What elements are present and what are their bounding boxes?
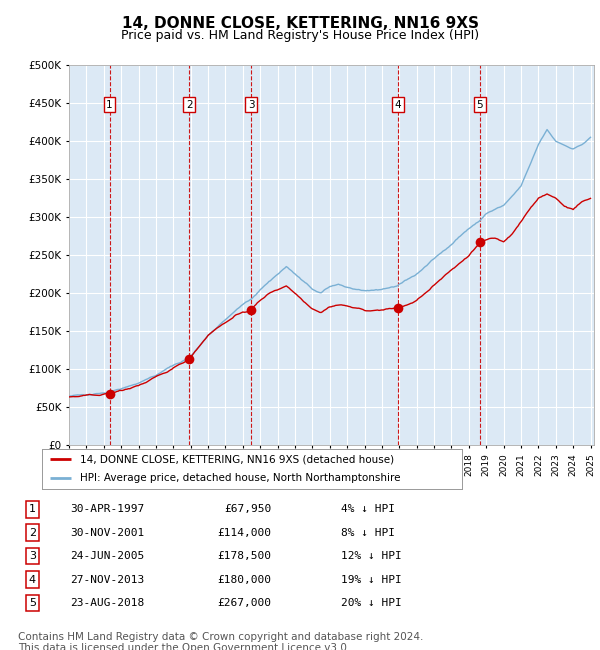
Text: 5: 5 xyxy=(476,99,483,110)
Text: 2: 2 xyxy=(186,99,193,110)
Text: 27-NOV-2013: 27-NOV-2013 xyxy=(70,575,144,584)
Text: 14, DONNE CLOSE, KETTERING, NN16 9XS: 14, DONNE CLOSE, KETTERING, NN16 9XS xyxy=(121,16,479,31)
Text: Contains HM Land Registry data © Crown copyright and database right 2024.
This d: Contains HM Land Registry data © Crown c… xyxy=(18,632,424,650)
Text: £178,500: £178,500 xyxy=(217,551,271,561)
Text: £67,950: £67,950 xyxy=(224,504,271,514)
Text: 12% ↓ HPI: 12% ↓ HPI xyxy=(341,551,401,561)
Text: 14, DONNE CLOSE, KETTERING, NN16 9XS (detached house): 14, DONNE CLOSE, KETTERING, NN16 9XS (de… xyxy=(80,454,394,464)
Text: 1: 1 xyxy=(29,504,36,514)
Text: 24-JUN-2005: 24-JUN-2005 xyxy=(70,551,144,561)
Text: 30-NOV-2001: 30-NOV-2001 xyxy=(70,528,144,538)
Text: 30-APR-1997: 30-APR-1997 xyxy=(70,504,144,514)
Text: £114,000: £114,000 xyxy=(217,528,271,538)
Text: 20% ↓ HPI: 20% ↓ HPI xyxy=(341,598,401,608)
Text: £180,000: £180,000 xyxy=(217,575,271,584)
Text: 3: 3 xyxy=(29,551,36,561)
Text: HPI: Average price, detached house, North Northamptonshire: HPI: Average price, detached house, Nort… xyxy=(80,473,400,483)
Text: 1: 1 xyxy=(106,99,113,110)
Text: £267,000: £267,000 xyxy=(217,598,271,608)
Text: 23-AUG-2018: 23-AUG-2018 xyxy=(70,598,144,608)
Text: 3: 3 xyxy=(248,99,254,110)
Text: 4% ↓ HPI: 4% ↓ HPI xyxy=(341,504,395,514)
Text: 8% ↓ HPI: 8% ↓ HPI xyxy=(341,528,395,538)
Text: 2: 2 xyxy=(29,528,36,538)
Text: 4: 4 xyxy=(394,99,401,110)
Text: Price paid vs. HM Land Registry's House Price Index (HPI): Price paid vs. HM Land Registry's House … xyxy=(121,29,479,42)
Text: 4: 4 xyxy=(29,575,36,584)
Text: 19% ↓ HPI: 19% ↓ HPI xyxy=(341,575,401,584)
Text: 5: 5 xyxy=(29,598,36,608)
